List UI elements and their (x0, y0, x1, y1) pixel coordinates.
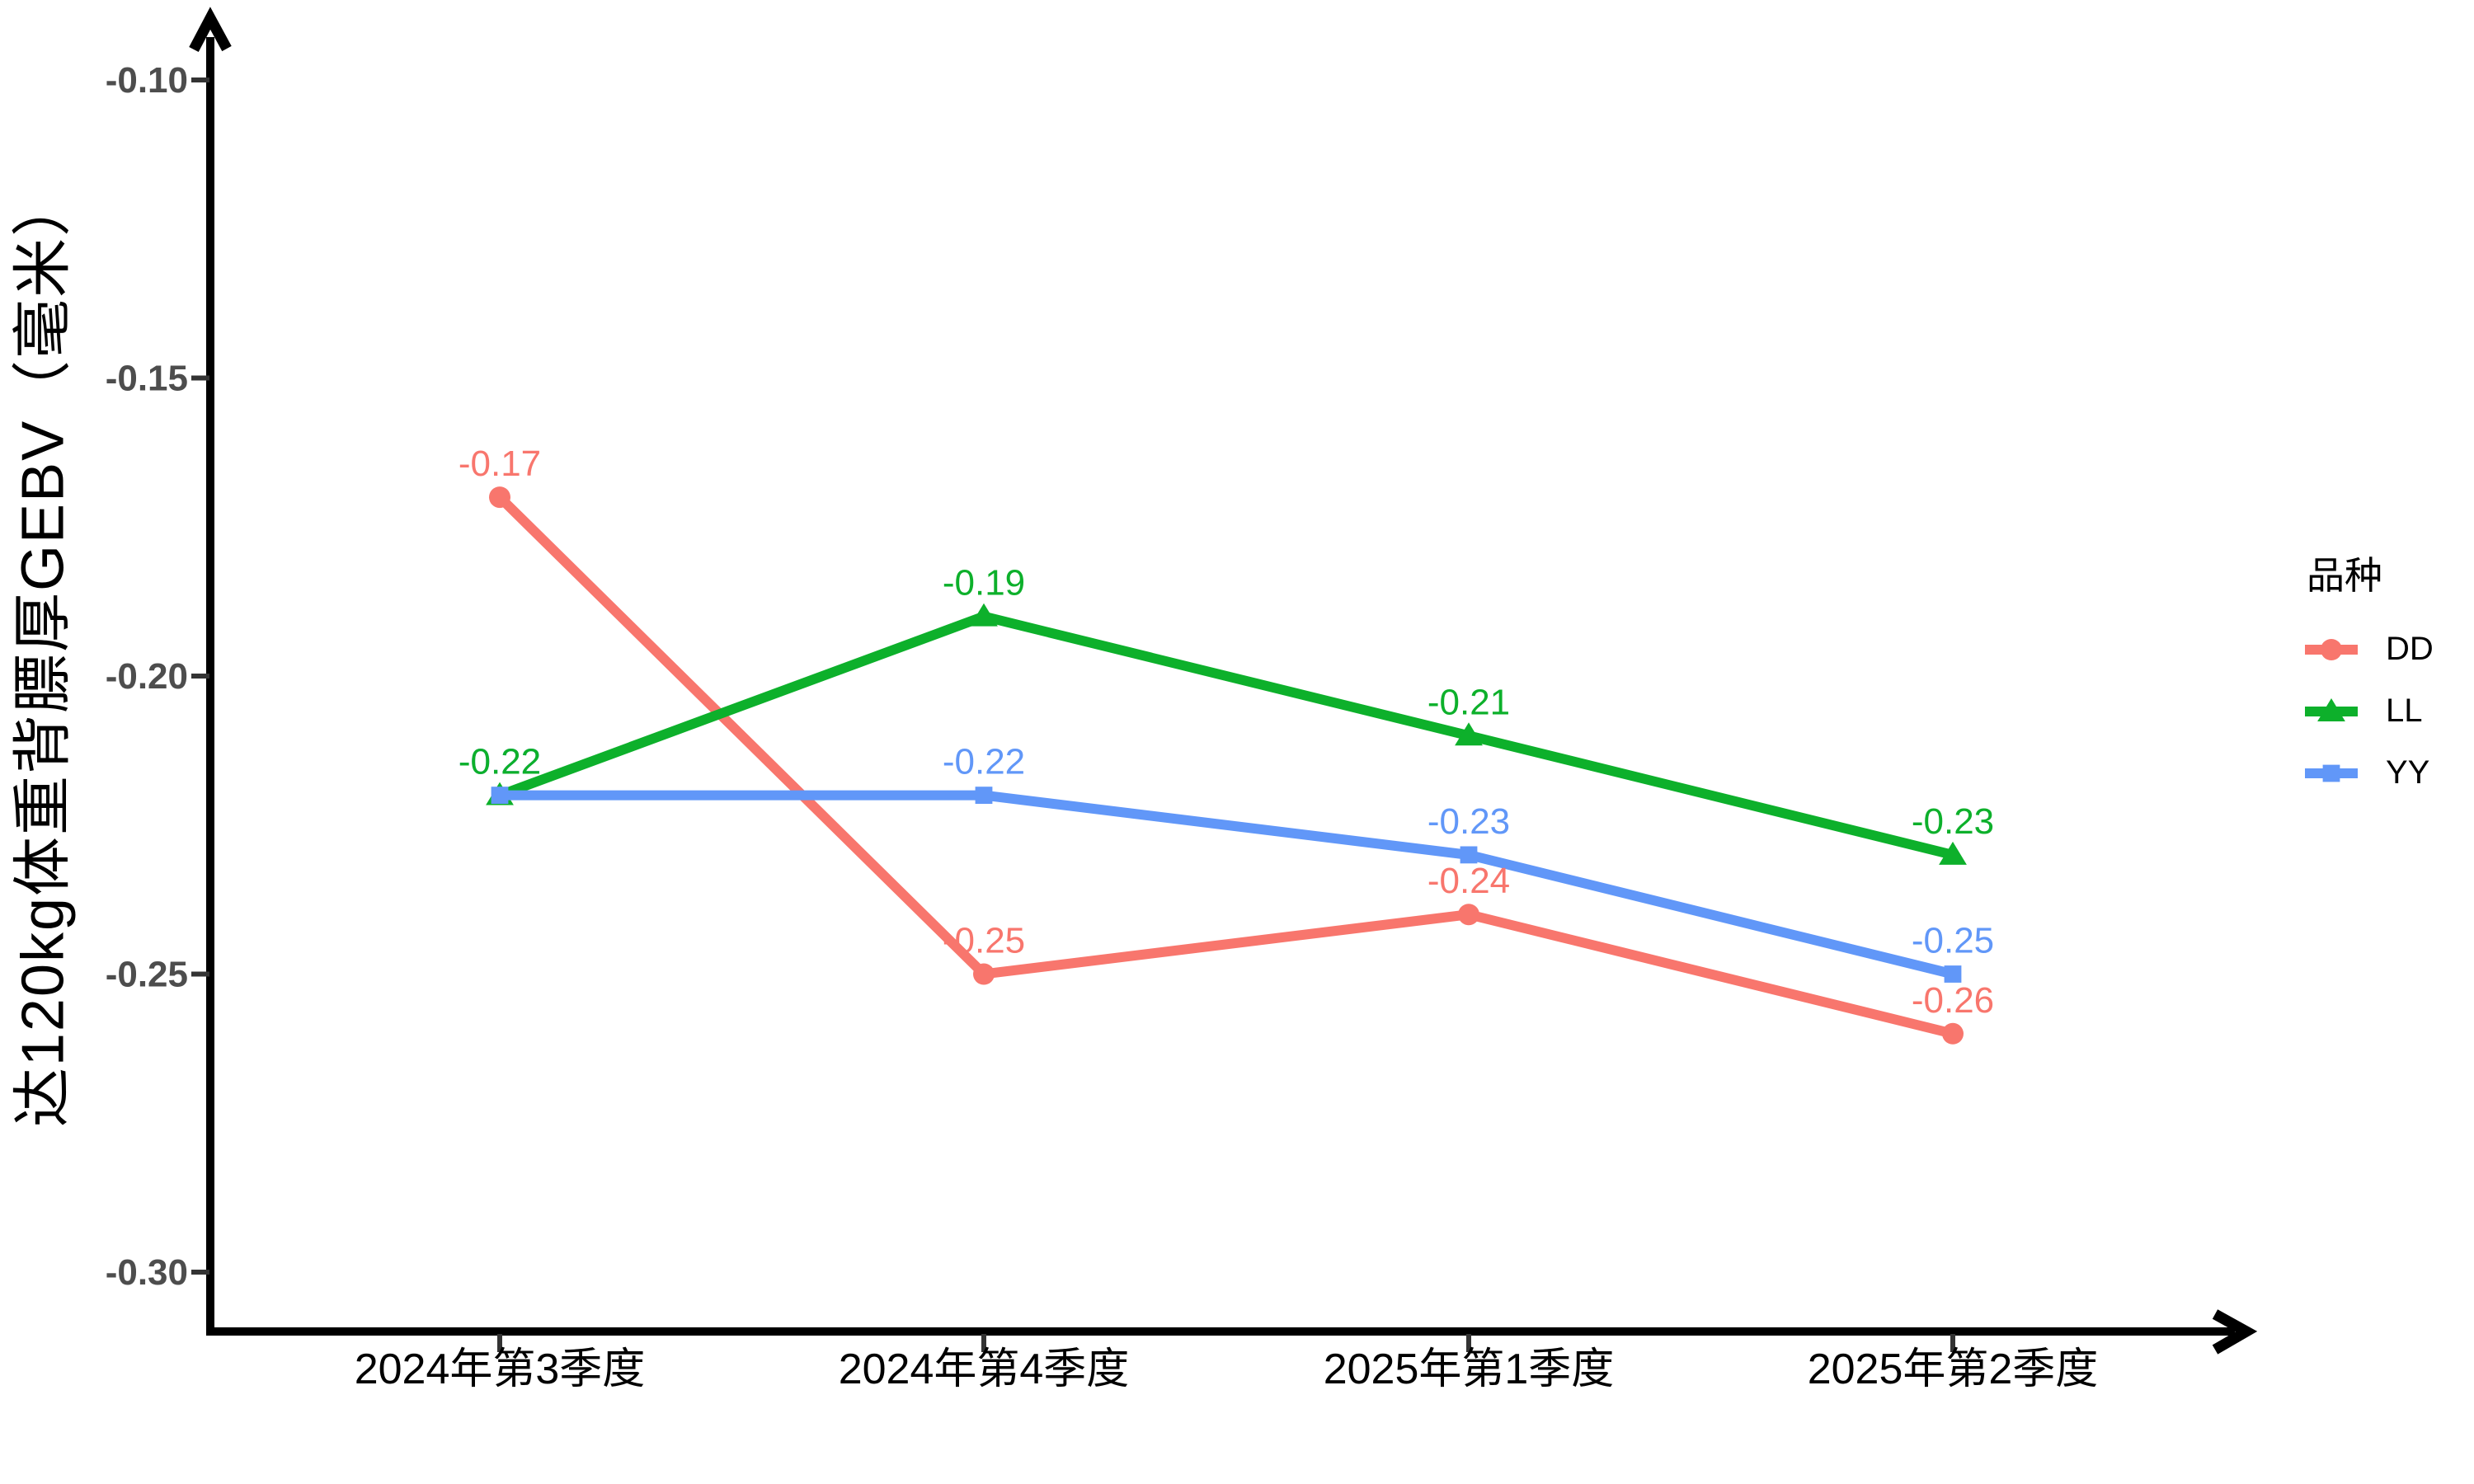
legend-key-marker (2321, 638, 2342, 660)
data-point-label-dd: -0.24 (1427, 861, 1510, 901)
x-category-label: 2025年第2季度 (1808, 1345, 2099, 1393)
y-tick-label: -0.20 (106, 656, 188, 697)
data-point-marker-yy (1460, 846, 1478, 864)
legend-item-yy: YY (2305, 742, 2434, 804)
series-line-dd (495, 492, 1958, 1039)
y-tick-label: -0.25 (106, 955, 188, 995)
data-point-marker-yy (975, 787, 993, 804)
legend-key-circle-icon (2305, 638, 2358, 660)
data-point-label-ll: -0.23 (1912, 801, 1994, 842)
data-point-label-yy: -0.23 (1427, 801, 1510, 842)
legend-item-ll: LL (2305, 680, 2434, 742)
data-point-marker-ll (1455, 722, 1483, 746)
y-tick-label: -0.15 (106, 359, 188, 399)
data-point-label-yy: -0.22 (459, 742, 541, 782)
data-point-marker-dd (973, 963, 995, 985)
data-point-label-yy: -0.22 (943, 742, 1025, 782)
data-point-label-dd: -0.25 (943, 921, 1025, 961)
data-point-label-ll: -0.19 (943, 563, 1025, 603)
y-tick-label: -0.30 (106, 1252, 188, 1293)
data-point-marker-dd (1458, 904, 1479, 926)
y-axis-arrow-icon (189, 7, 232, 53)
legend-key-triangle-icon (2305, 697, 2358, 721)
x-category-label: 2024年第4季度 (839, 1345, 1130, 1393)
legend-key-marker (2317, 697, 2345, 721)
data-point-label-yy: -0.25 (1912, 921, 1994, 961)
axes-group: -0.10 -0.15 -0.20 -0.25 -0.30 2024年第3季度 2024年第… (106, 7, 2258, 1393)
legend-key-marker (2322, 764, 2340, 782)
legend-item-label: LL (2386, 693, 2423, 729)
legend-key-square-icon (2305, 764, 2358, 782)
data-point-marker-yy (1944, 965, 1962, 983)
y-axis-title: 达120kg体重背膘厚GEBV（毫米） (10, 175, 77, 1128)
x-category-label: 2025年第1季度 (1324, 1345, 1615, 1393)
x-axis-arrow-icon (2212, 1309, 2258, 1355)
series-line-yy (495, 790, 1958, 979)
data-point-marker-ll (1939, 841, 1967, 865)
legend: 品种 DD LL YY (2305, 546, 2434, 804)
legend-items: DD LL YY (2305, 618, 2434, 804)
data-point-marker-yy (491, 787, 509, 804)
y-tick-label: -0.10 (106, 60, 188, 101)
point-labels-group: -0.17 -0.25 -0.24 -0.26 -0.22 -0.22 -0.23 -0.25… (459, 444, 1994, 1021)
data-point-marker-dd (489, 486, 510, 509)
data-point-marker-dd (1942, 1022, 1964, 1045)
legend-title: 品种 (2307, 554, 2382, 597)
x-category-label: 2024年第3季度 (355, 1345, 646, 1393)
legend-item-label: DD (2386, 631, 2434, 667)
data-point-label-dd: -0.17 (459, 444, 541, 484)
series-line-ll (495, 611, 1958, 860)
data-point-label-ll: -0.22 (459, 742, 541, 782)
data-point-label-ll: -0.21 (1427, 682, 1510, 722)
data-point-label-dd: -0.26 (1912, 980, 1994, 1021)
legend-item-label: YY (2386, 754, 2430, 791)
data-point-marker-ll (970, 603, 998, 627)
series-group (486, 486, 1967, 1045)
legend-item-dd: DD (2305, 618, 2434, 680)
